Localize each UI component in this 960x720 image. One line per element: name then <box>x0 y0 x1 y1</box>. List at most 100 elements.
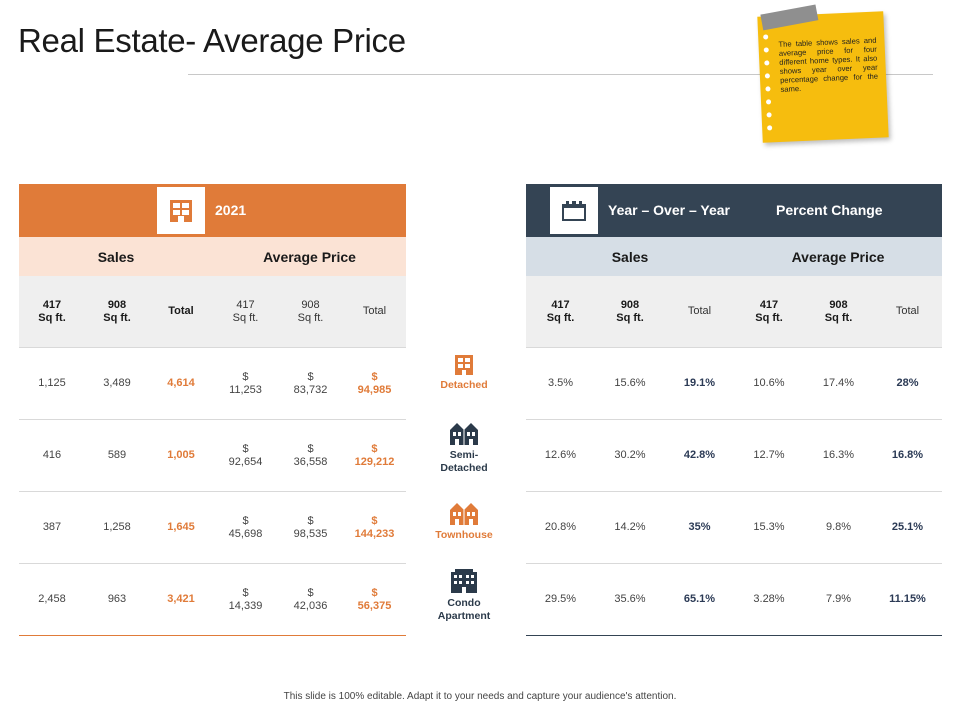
table-2021: 2021 Sales Average Price 417 Sq ft. 908 Sq… <box>19 184 406 636</box>
sales-417-change-cell: 12.6% <box>544 449 577 461</box>
table-row: 387 1,258 1,645 $45,698 $98,535 $144,233 <box>19 492 406 564</box>
title-divider <box>188 74 933 75</box>
page-title: Real Estate- Average Price <box>18 22 406 59</box>
category-label: Condo Apartment <box>437 597 491 622</box>
table-row: 20.8% 14.2% 35% 15.3% 9.8% 25.1% <box>526 492 942 564</box>
sales-417-cell: 416 <box>42 449 62 461</box>
price-908-cell: $83,732 <box>293 370 328 396</box>
col-price-417: 417 Sq ft. <box>232 298 259 324</box>
col-sales-417: 417 Sq ft. <box>546 298 575 324</box>
table-row: 12.6% 30.2% 42.8% 12.7% 16.3% 16.8% <box>526 420 942 492</box>
price-total-cell: $129,212 <box>354 442 395 468</box>
price-total-cell: $56,375 <box>357 586 392 612</box>
sales-908-change-cell: 30.2% <box>614 449 646 461</box>
note-text: The table shows sales and average price … <box>778 35 879 94</box>
group-sales: Sales <box>97 248 135 265</box>
price-908-cell: $42,036 <box>293 586 328 612</box>
building-icon <box>157 187 205 234</box>
price-total-cell: $94,985 <box>357 370 392 396</box>
sales-total-change-cell: 42.8% <box>683 449 716 461</box>
price-908-cell: $98,535 <box>293 514 328 540</box>
category-label: Semi- Detached <box>440 449 488 474</box>
sales-417-change-cell: 29.5% <box>544 593 577 605</box>
col-sales-417: 417 Sq ft. <box>38 298 66 324</box>
table-row: 1,125 3,489 4,614 $11,253 $83,732 $94,985 <box>19 348 406 420</box>
price-417-change-cell: 15.3% <box>753 521 785 533</box>
sales-908-change-cell: 35.6% <box>614 593 646 605</box>
group-header-row: Sales Average Price <box>19 237 406 276</box>
sales-total-change-cell: 19.1% <box>683 377 716 389</box>
semi-detached-house-icon <box>450 423 478 445</box>
price-total-change-cell: 28% <box>896 377 919 389</box>
price-417-change-cell: 10.6% <box>753 377 785 389</box>
sales-908-cell: 1,258 <box>103 521 131 533</box>
price-total-change-cell: 25.1% <box>891 521 924 533</box>
price-417-change-cell: 12.7% <box>753 449 785 461</box>
column-header-row: 417 Sq ft. 908 Sq ft. Total 417 Sq ft. 908 S… <box>19 276 406 348</box>
sales-417-change-cell: 20.8% <box>544 521 577 533</box>
col-sales-908: 908 Sq ft. <box>103 298 131 324</box>
table-yoy-change: Year – Over – Year Percent Change Sales … <box>526 184 942 636</box>
sales-908-cell: 963 <box>107 593 127 605</box>
category-label: Detached <box>440 379 488 391</box>
table-yoy-header: Year – Over – Year Percent Change <box>526 184 942 237</box>
sales-total-change-cell: 35% <box>688 521 711 533</box>
sales-417-change-cell: 3.5% <box>547 377 574 389</box>
price-908-cell: $36,558 <box>293 442 328 468</box>
sales-417-cell: 387 <box>42 521 62 533</box>
col-sales-total: Total <box>687 305 712 317</box>
price-total-cell: $144,233 <box>354 514 395 540</box>
sticky-note: The table shows sales and average price … <box>757 4 889 143</box>
price-417-cell: $11,253 <box>229 370 262 396</box>
category-condo-apartment: Condo Apartment <box>414 568 514 623</box>
condo-apartment-icon <box>451 569 477 593</box>
group-header-row: Sales Average Price <box>526 237 942 276</box>
col-price-908: 908 Sq ft. <box>297 298 324 324</box>
price-417-cell: $14,339 <box>228 586 263 612</box>
col-sales-908: 908 Sq ft. <box>616 298 644 324</box>
price-total-change-cell: 16.8% <box>891 449 924 461</box>
sales-417-cell: 2,458 <box>38 593 66 605</box>
table-row: 3.5% 15.6% 19.1% 10.6% 17.4% 28% <box>526 348 942 420</box>
price-908-change-cell: 17.4% <box>822 377 855 389</box>
sales-total-cell: 4,614 <box>167 377 195 389</box>
price-417-change-cell: 3.28% <box>753 593 785 605</box>
col-price-908: 908 Sq ft. <box>824 298 853 324</box>
sales-908-change-cell: 15.6% <box>614 377 646 389</box>
percent-change-label: Percent Change <box>776 202 883 218</box>
col-price-417: 417 Sq ft. <box>755 298 783 324</box>
category-semi-detached: Semi- Detached <box>414 422 514 475</box>
sales-908-change-cell: 14.2% <box>614 521 646 533</box>
yoy-label: Year – Over – Year <box>608 202 730 218</box>
price-908-change-cell: 9.8% <box>825 521 852 533</box>
col-price-total: Total <box>895 305 920 317</box>
footer-note: This slide is 100% editable. Adapt it to… <box>283 691 677 702</box>
category-detached: Detached <box>414 354 514 392</box>
price-417-cell: $92,654 <box>228 442 263 468</box>
price-417-cell: $45,698 <box>228 514 263 540</box>
table-row: 416 589 1,005 $92,654 $36,558 $129,212 <box>19 420 406 492</box>
sales-908-cell: 3,489 <box>103 377 131 389</box>
note-binding-holes <box>763 34 774 138</box>
detached-house-icon <box>455 355 473 375</box>
column-header-row: 417 Sq ft. 908 Sq ft. Total 417 Sq ft. 908 S… <box>526 276 942 348</box>
sales-total-cell: 1,645 <box>167 521 195 533</box>
sales-908-cell: 589 <box>107 449 127 461</box>
table-2021-header: 2021 <box>19 184 406 237</box>
table-row: 2,458 963 3,421 $14,339 $42,036 $56,375 <box>19 564 406 636</box>
col-price-total: Total <box>362 305 387 317</box>
townhouse-icon <box>450 503 478 525</box>
year-label: 2021 <box>215 202 247 218</box>
sales-total-cell: 3,421 <box>167 593 195 605</box>
category-townhouse: Townhouse <box>414 502 514 542</box>
group-sales: Sales <box>611 248 649 265</box>
table-row: 29.5% 35.6% 65.1% 3.28% 7.9% 11.15% <box>526 564 942 636</box>
calendar-icon <box>550 187 598 234</box>
category-label: Townhouse <box>435 529 493 541</box>
group-average-price: Average Price <box>263 248 356 265</box>
sales-417-cell: 1,125 <box>38 377 66 389</box>
sales-total-change-cell: 65.1% <box>683 593 716 605</box>
price-total-change-cell: 11.15% <box>889 593 926 605</box>
col-sales-total: Total <box>168 305 194 317</box>
group-average-price: Average Price <box>791 248 885 265</box>
